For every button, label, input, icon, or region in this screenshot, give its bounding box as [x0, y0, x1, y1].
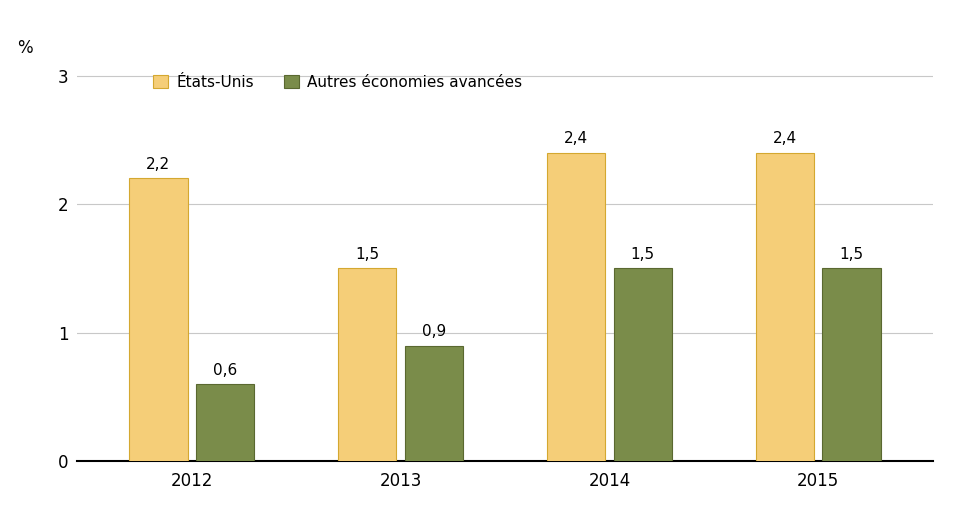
Text: 0,6: 0,6 — [213, 363, 237, 378]
Text: 0,9: 0,9 — [422, 324, 446, 339]
Bar — [337, 268, 396, 461]
Bar — [129, 179, 187, 461]
Text: 1,5: 1,5 — [839, 247, 863, 262]
Legend: États-Unis, Autres économies avancées: États-Unis, Autres économies avancées — [153, 74, 522, 90]
Bar — [754, 153, 813, 461]
Text: 2,2: 2,2 — [146, 157, 170, 172]
Text: 1,5: 1,5 — [355, 247, 379, 262]
Bar — [822, 268, 880, 461]
Bar — [613, 268, 672, 461]
Bar — [546, 153, 604, 461]
Text: 2,4: 2,4 — [772, 132, 796, 146]
Bar — [196, 384, 255, 461]
Bar — [405, 345, 463, 461]
Text: 1,5: 1,5 — [630, 247, 654, 262]
Text: %: % — [17, 39, 33, 57]
Text: 2,4: 2,4 — [563, 132, 587, 146]
